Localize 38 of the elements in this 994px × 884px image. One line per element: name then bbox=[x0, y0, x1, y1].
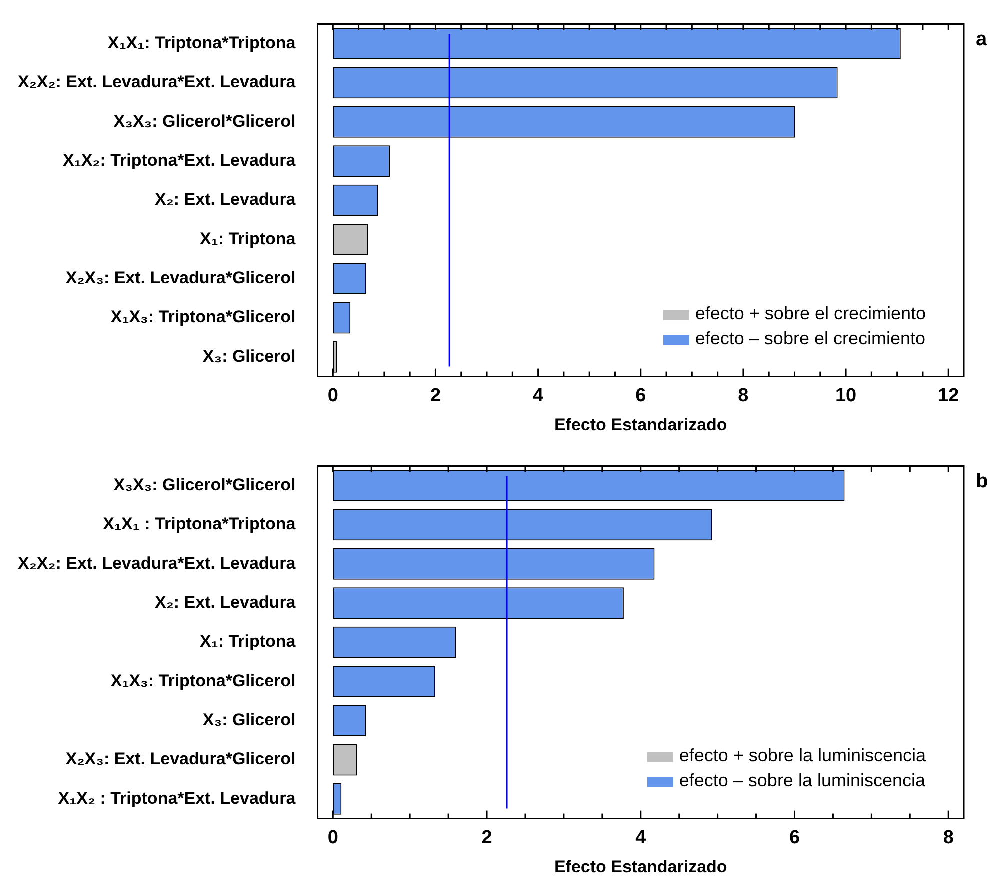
y-tick-label: X₂X₂: Ext. Levadura*Ext. Levadura bbox=[18, 72, 296, 92]
y-tick-label: X₃: Glicerol bbox=[202, 346, 296, 366]
y-tick-label: X₁X₁ : Triptona*Triptona bbox=[103, 514, 296, 534]
legend-label: efecto + sobre el crecimiento bbox=[695, 303, 926, 324]
x-tick-label: 6 bbox=[789, 827, 800, 848]
y-tick-label: X₂: Ext. Levadura bbox=[154, 593, 296, 612]
x-tick-label: 2 bbox=[430, 385, 442, 406]
x-tick-label: 4 bbox=[636, 827, 647, 848]
x-axis-title: Efecto Estandarizado bbox=[554, 415, 728, 434]
y-tick-label: X₁X₃: Triptona*Glicerol bbox=[110, 671, 296, 690]
y-tick-label: X₁: Triptona bbox=[200, 632, 296, 652]
y-tick-label: X₁X₂: Triptona*Ext. Levadura bbox=[62, 151, 296, 170]
y-tick-label: X₃X₃: Glicerol*Glicerol bbox=[114, 475, 296, 494]
y-tick-label: X₁X₁: Triptona*Triptona bbox=[108, 33, 296, 52]
x-tick-label: 8 bbox=[738, 385, 749, 406]
x-tick-label: 8 bbox=[943, 827, 954, 848]
x-tick-label: 0 bbox=[328, 827, 338, 848]
x-tick-label: 10 bbox=[835, 385, 857, 406]
text: a bbox=[976, 28, 988, 51]
y-tick-label: X₃: Glicerol bbox=[202, 710, 296, 730]
y-tick-label: X₂X₃: Ext. Levadura*Glicerol bbox=[66, 268, 296, 288]
legend-label: efecto + sobre la luminiscencia bbox=[679, 745, 927, 766]
legend-label: efecto – sobre el crecimiento bbox=[695, 328, 926, 348]
legend-label: efecto – sobre la luminiscencia bbox=[679, 770, 926, 790]
x-tick-label: 2 bbox=[482, 827, 492, 848]
y-tick-label: X₂X₃: Ext. Levadura*Glicerol bbox=[66, 750, 296, 769]
x-tick-label: 4 bbox=[533, 385, 544, 406]
y-tick-label: X₂: Ext. Levadura bbox=[154, 190, 296, 210]
x-tick-label: 6 bbox=[636, 385, 646, 406]
x-tick-label: 12 bbox=[938, 385, 960, 406]
text: b bbox=[976, 470, 988, 493]
x-axis-title: Efecto Estandarizado bbox=[554, 857, 728, 876]
y-tick-label: X₁: Triptona bbox=[200, 229, 296, 248]
y-tick-label: X₃X₃: Glicerol*Glicerol bbox=[114, 112, 296, 131]
y-tick-label: X₂X₂: Ext. Levadura*Ext. Levadura bbox=[18, 554, 296, 573]
y-tick-label: X₁X₂ : Triptona*Ext. Levadura bbox=[58, 788, 296, 808]
x-tick-label: 0 bbox=[328, 385, 338, 406]
y-tick-label: X₁X₃: Triptona*Glicerol bbox=[110, 308, 296, 327]
